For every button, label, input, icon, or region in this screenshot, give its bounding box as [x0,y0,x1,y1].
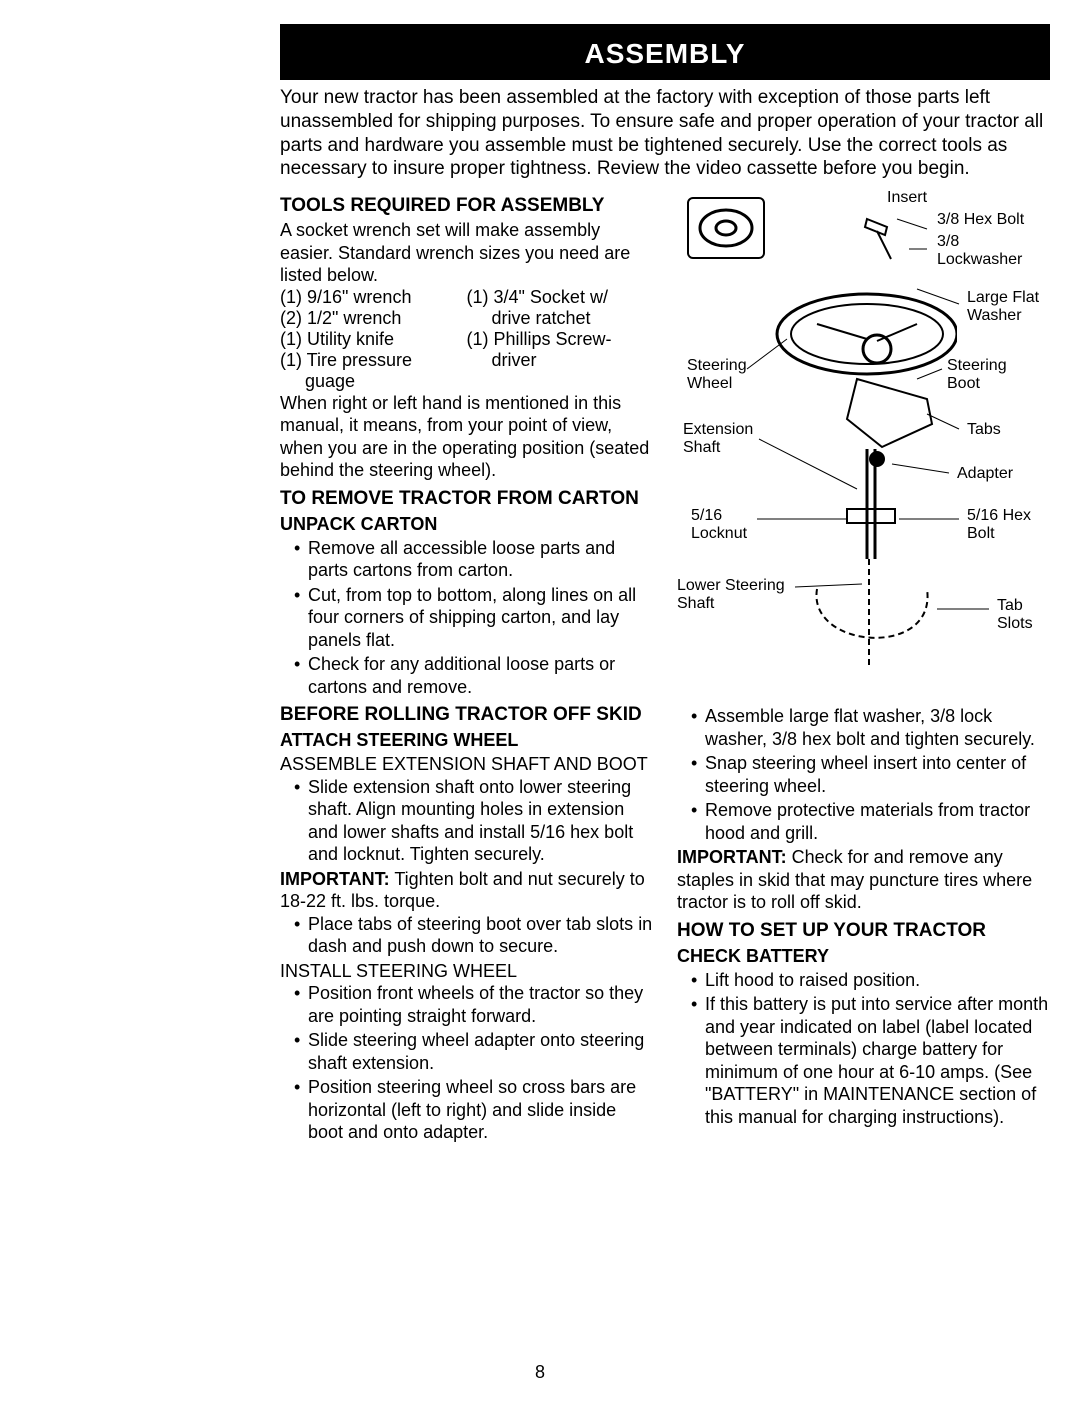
tool-row-3: (1) Tire pressure driver [280,350,653,371]
left-column: TOOLS REQUIRED FOR ASSEMBLY A socket wre… [280,189,653,1146]
intro-paragraph: Your new tractor has been assembled at t… [280,86,1050,181]
unpack-list: Remove all accessible loose parts and pa… [280,537,653,699]
tool-row-1: (2) 1/2" wrench drive ratchet [280,308,653,329]
list-item: Slide extension shaft onto lower steerin… [294,776,653,866]
list-item: If this battery is put into service afte… [691,993,1050,1128]
unpack-subheading: UNPACK CARTON [280,514,653,535]
list-item: Cut, from top to bottom, along lines on … [294,584,653,652]
two-column-layout: TOOLS REQUIRED FOR ASSEMBLY A socket wre… [280,189,1050,1146]
setup-heading: HOW TO SET UP YOUR TRACTOR [677,920,1050,942]
battery-subheading: CHECK BATTERY [677,946,1050,967]
battery-list: Lift hood to raised position. If this ba… [677,969,1050,1129]
tool-row-4: guage [280,371,653,392]
list-item: Snap steering wheel insert into center o… [691,752,1050,797]
list-item: Lift hood to raised position. [691,969,1050,992]
list-item: Position front wheels of the tractor so … [294,982,653,1027]
list-item: Place tabs of steering boot over tab slo… [294,913,653,958]
right-bullets: Assemble large flat washer, 3/8 lock was… [677,705,1050,844]
important-torque: IMPORTANT: Tighten bolt and nut securely… [280,868,653,913]
install-list: Position front wheels of the tractor so … [280,982,653,1144]
section-banner: ASSEMBLY [280,24,1050,80]
tools-paragraph: A socket wrench set will make assembly e… [280,219,653,287]
list-item: Remove all accessible loose parts and pa… [294,537,653,582]
tools-note: When right or left hand is mentioned in … [280,392,653,482]
steering-diagram: Insert 3/8 Hex Bolt 3/8 Lockwasher Large… [677,189,1050,699]
attach-subheading: ATTACH STEERING WHEEL [280,730,653,751]
list-item: Slide steering wheel adapter onto steeri… [294,1029,653,1074]
assemble-list: Slide extension shaft onto lower steerin… [280,776,653,866]
install-subheading: INSTALL STEERING WHEEL [280,960,653,983]
right-column: Insert 3/8 Hex Bolt 3/8 Lockwasher Large… [677,189,1050,1146]
list-item: Position steering wheel so cross bars ar… [294,1076,653,1144]
tools-heading: TOOLS REQUIRED FOR ASSEMBLY [280,195,653,217]
page-number: 8 [0,1362,1080,1383]
tool-row-0: (1) 9/16" wrench(1) 3/4" Socket w/ [280,287,653,308]
page-container: ASSEMBLY Your new tractor has been assem… [0,0,1080,1146]
leader-lines [677,189,1057,699]
list-item: Assemble large flat washer, 3/8 lock was… [691,705,1050,750]
remove-heading: TO REMOVE TRACTOR FROM CARTON [280,488,653,510]
assemble-subheading: ASSEMBLE EXTENSION SHAFT AND BOOT [280,753,653,776]
list-item: Remove protective materials from tractor… [691,799,1050,844]
important-staples: IMPORTANT: Check for and remove any stap… [677,846,1050,914]
tool-row-2: (1) Utility knife(1) Phillips Screw- [280,329,653,350]
tabs-list: Place tabs of steering boot over tab slo… [280,913,653,958]
list-item: Check for any additional loose parts or … [294,653,653,698]
rolling-heading: BEFORE ROLLING TRACTOR OFF SKID [280,704,653,726]
